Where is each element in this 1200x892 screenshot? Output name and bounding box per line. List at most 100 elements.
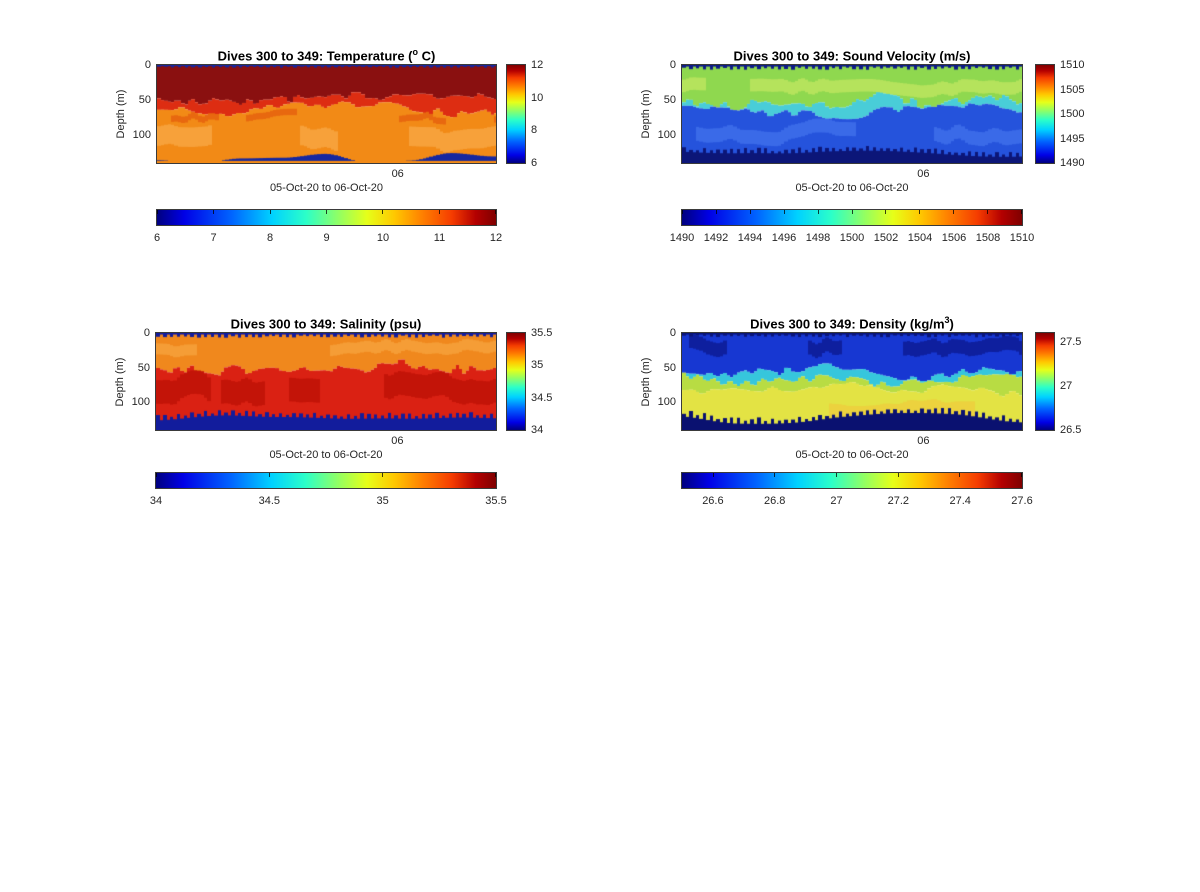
colorbar-tick-mark	[783, 210, 785, 214]
colorbar-gradient	[1036, 333, 1054, 430]
colorbar-tick-mark	[897, 473, 899, 477]
colorbar-tick-label: 26.5	[1060, 424, 1082, 436]
colorbar-tick-mark	[495, 210, 496, 214]
y-tick-label: 50	[137, 361, 150, 374]
colorbar-tick-label: 1492	[703, 232, 729, 244]
heatmap-canvas-salinity	[156, 333, 496, 430]
plot-title-text: Dives 300 to 349: Temperature (	[217, 48, 413, 64]
colorbar-tick-label: 35	[531, 359, 544, 372]
colorbar-tick-label: 10	[376, 232, 390, 244]
plot-title-text: Dives 300 to 349: Density (kg/m	[750, 316, 945, 332]
y-axis-label-text: Depth (m)	[114, 357, 126, 406]
title-superscript: 3	[944, 315, 950, 325]
colorbar-tick-label: 26.8	[764, 495, 786, 507]
x-axis-label: 05-Oct-20 to 06-Oct-20	[795, 449, 909, 461]
y-tick-label: 100	[657, 396, 676, 409]
plot-area	[681, 64, 1023, 164]
colorbar-tick-label: 34	[531, 424, 544, 436]
colorbar-tick-mark	[851, 210, 853, 214]
y-tick-label: 0	[669, 327, 676, 339]
colorbar-tick-mark	[987, 210, 989, 214]
colorbar-tick-label: 27.4	[949, 495, 971, 507]
y-tick-label: 50	[663, 361, 676, 374]
x-tick-label: 06	[917, 435, 930, 447]
title-superscript: o	[412, 47, 419, 57]
colorbar-gradient	[157, 210, 496, 225]
colorbar-tick-label: 1510	[1060, 59, 1085, 71]
colorbar-tick-mark	[495, 473, 496, 477]
colorbar-tick-label: 6	[153, 232, 161, 244]
colorbar-tick-mark	[836, 473, 838, 477]
colorbar-tick-label: 8	[266, 232, 274, 244]
plot-title-text: )	[949, 316, 954, 332]
colorbar-tick-label: 1496	[771, 232, 797, 244]
colorbar-tick-mark	[885, 210, 887, 214]
colorbar-tick-label: 1490	[669, 232, 695, 244]
plot-title: Dives 300 to 349: Salinity (psu)	[126, 312, 526, 332]
colorbar-tick-mark	[156, 473, 157, 477]
colorbar-gradient	[1036, 65, 1054, 163]
heatmap-canvas-density	[682, 333, 1022, 430]
colorbar-tick-label: 27	[1060, 379, 1073, 392]
colorbar-tick-mark	[382, 210, 384, 214]
colorbar-tick-mark	[919, 210, 921, 214]
plot-title-text: Dives 300 to 349: Sound Velocity (m/s)	[733, 48, 971, 64]
plot-title: Dives 300 to 349: Temperature (o C)	[127, 44, 526, 64]
colorbar-tick-label: 35	[376, 495, 389, 507]
colorbar-vertical	[1035, 332, 1055, 431]
colorbar-tick-label: 9	[323, 232, 330, 244]
y-axis-label-text: Depth (m)	[640, 89, 652, 139]
colorbar-tick-label: 35.5	[531, 327, 553, 339]
colorbar-tick-mark	[213, 210, 215, 214]
colorbar-tick-mark	[749, 210, 751, 214]
colorbar-tick-mark	[774, 473, 776, 477]
heatmap-canvas-temperature	[157, 65, 496, 163]
colorbar-tick-mark	[959, 473, 961, 477]
colorbar-tick-label: 12	[531, 59, 544, 71]
colorbar-tick-label: 1508	[975, 232, 1001, 244]
colorbar-gradient	[682, 210, 1022, 225]
colorbar-horizontal	[681, 472, 1023, 489]
colorbar-horizontal	[155, 472, 497, 489]
y-tick-label: 0	[669, 59, 676, 71]
colorbar-tick-mark	[817, 210, 819, 214]
colorbar-tick-label: 1504	[907, 232, 933, 244]
colorbar-tick-label: 35.5	[485, 495, 507, 507]
colorbar-tick-label: 27.6	[1011, 495, 1033, 507]
colorbar-tick-label: 27.5	[1060, 335, 1082, 348]
colorbar-tick-label: 26.6	[702, 495, 724, 507]
colorbar-tick-label: 1498	[805, 232, 831, 244]
colorbar-gradient	[682, 473, 1022, 488]
plot-area	[681, 332, 1023, 431]
colorbar-tick-mark	[682, 210, 683, 214]
colorbar-tick-label: 1495	[1060, 132, 1085, 145]
colorbar-tick-label: 1505	[1060, 83, 1085, 96]
colorbar-tick-mark	[715, 210, 717, 214]
y-tick-label: 100	[131, 396, 150, 409]
y-tick-label: 100	[657, 129, 676, 141]
colorbar-tick-label: 1506	[941, 232, 967, 244]
plot-area	[155, 332, 497, 431]
colorbar-tick-label: 1502	[873, 232, 899, 244]
colorbar-tick-label: 11	[433, 232, 446, 244]
colorbar-tick-mark	[953, 210, 955, 214]
colorbar-vertical	[1035, 64, 1055, 164]
x-tick-label: 06	[391, 435, 404, 447]
colorbar-tick-label: 7	[210, 232, 217, 244]
colorbar-tick-label: 12	[489, 232, 503, 244]
colorbar-tick-mark	[269, 210, 271, 214]
y-tick-label: 100	[132, 129, 151, 141]
plot-title: Dives 300 to 349: Sound Velocity (m/s)	[652, 44, 1052, 64]
y-tick-label: 50	[138, 94, 151, 106]
colorbar-tick-mark	[712, 473, 714, 477]
plot-title-text: Dives 300 to 349: Salinity (psu)	[230, 316, 422, 332]
x-axis-label: 05-Oct-20 to 06-Oct-20	[269, 449, 383, 461]
colorbar-tick-label: 34.5	[258, 495, 281, 507]
colorbar-tick-label: 27	[830, 495, 843, 507]
colorbar-tick-label: 34	[149, 495, 163, 507]
heatmap-canvas-sound_velocity	[682, 65, 1022, 163]
colorbar-tick-label: 1500	[839, 232, 865, 244]
colorbar-horizontal	[681, 209, 1023, 226]
colorbar-tick-mark	[438, 210, 440, 214]
